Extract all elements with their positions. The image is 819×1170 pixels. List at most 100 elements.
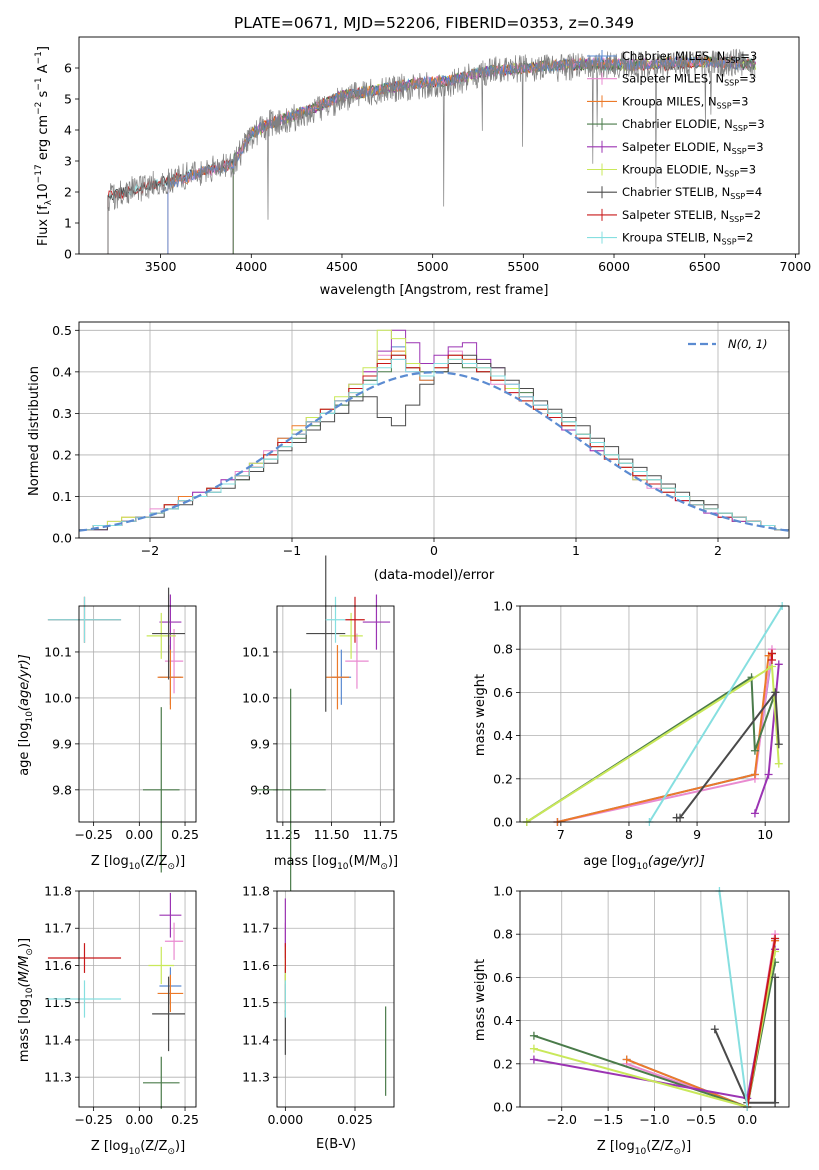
p5-ylabel: mass weight <box>473 674 488 756</box>
p8-xtick-label: −2.0 <box>547 1112 577 1127</box>
p3-frame <box>78 605 197 823</box>
p5-xtick-label: 8 <box>625 827 633 842</box>
legend-entry: Kroupa STELIB, NSSP=2 <box>622 231 753 247</box>
p3-xtick-label: 0.00 <box>125 827 153 842</box>
spectrum-ytick-label: 0 <box>64 247 72 262</box>
legend-entry: Kroupa ELODIE, NSSP=3 <box>622 163 756 179</box>
p5-xlabel: age [log10(age/yr)] <box>583 854 705 872</box>
spectrum-xlabel: wavelength [Angstrom, rest frame] <box>320 283 549 298</box>
p5-frame <box>519 605 790 823</box>
spectrum-xtick-label: 4500 <box>326 259 358 274</box>
p8-weight-marker <box>771 973 780 982</box>
p4-xtick-label: 11.75 <box>362 827 398 842</box>
p8-weight-line <box>746 938 777 1108</box>
p4-xtick-label: 11.25 <box>265 827 301 842</box>
p8-weight-marker <box>710 1025 719 1034</box>
p8-xtick-label: −0.5 <box>686 1112 716 1127</box>
age-mass-panel: 11.25 11.50 11.759.89.910.010.1 <box>242 555 398 891</box>
p4-ytick-label: 10.1 <box>242 644 270 659</box>
p5-ytick-label: 0.8 <box>493 642 513 657</box>
histogram-xtick-label: 2 <box>714 543 722 558</box>
mass-metallicity-panel: −0.25 0.00 0.25 11.3 11.4 11.5 11.6 11.7 11.8 <box>44 884 199 1128</box>
spectrum-xtick-label: 3500 <box>145 259 177 274</box>
p3-ytick-label: 10.1 <box>44 644 72 659</box>
p6-ytick-label: 11.6 <box>44 958 72 973</box>
p8-weight-marker <box>529 1031 538 1040</box>
p3-ytick-label: 10.0 <box>44 690 72 705</box>
histogram-ytick-label: 0.1 <box>52 489 72 504</box>
p8-weight-marker <box>529 1044 538 1053</box>
p6-ytick-label: 11.7 <box>44 921 72 936</box>
p3-ytick-label: 9.8 <box>52 782 72 797</box>
p8-weight-marker <box>622 1055 631 1064</box>
p6-xtick-label: 0.00 <box>125 1112 153 1127</box>
histogram-ytick-label: 0.4 <box>52 364 72 379</box>
p4-frame <box>276 605 395 823</box>
histogram-ytick-label: 0.0 <box>52 531 72 546</box>
legend-entry: Kroupa MILES, NSSP=3 <box>622 94 748 110</box>
histogram-frame <box>78 321 790 539</box>
p6-ytick-label: 11.4 <box>44 1032 72 1047</box>
p7-xlabel: E(B-V) <box>316 1137 356 1152</box>
p8-weight-line <box>713 977 777 1104</box>
spectrum-ytick-label: 1 <box>64 216 72 231</box>
p6-ytick-label: 11.8 <box>44 884 72 899</box>
p8-ytick-label: 0.0 <box>493 1100 513 1115</box>
p5-weight-marker <box>774 740 783 749</box>
p6-xtick-label: −0.25 <box>74 1112 112 1127</box>
histogram-ytick-label: 0.5 <box>52 323 72 338</box>
legend-entry: Salpeter ELODIE, NSSP=3 <box>622 140 764 156</box>
spectrum-series-line <box>232 54 756 254</box>
mass-ebv-panel: 0.000 0.025 11.3 11.4 11.5 11.6 11.7 11.8 <box>242 884 395 1127</box>
p7-ytick-label: 11.4 <box>242 1032 270 1047</box>
spectrum-ytick-label: 6 <box>64 61 72 76</box>
figure-title: PLATE=0671, MJD=52206, FIBERID=0353, z=0… <box>234 14 634 32</box>
p5-ytick-label: 0.6 <box>493 685 513 700</box>
legend-entry: Chabrier MILES, NSSP=3 <box>622 49 757 65</box>
p8-xtick-label: −1.0 <box>639 1112 669 1127</box>
p3-ytick-label: 9.9 <box>52 736 72 751</box>
p4-ytick-label: 10.0 <box>242 690 270 705</box>
p7-frame <box>276 890 395 1108</box>
p5-ytick-label: 0.0 <box>493 815 513 830</box>
p7-ytick-label: 11.5 <box>242 995 270 1010</box>
p6-ytick-label: 11.3 <box>44 1070 72 1085</box>
p8-weight-marker <box>771 934 780 943</box>
histogram-xtick-label: −1 <box>283 543 301 558</box>
p5-weight-marker <box>774 759 783 768</box>
p3-ylabel: age [log10(age/yr)] <box>17 654 35 776</box>
histogram-xtick-label: 1 <box>572 543 580 558</box>
p5-weight-marker <box>774 660 783 669</box>
p3-xtick-label: −0.25 <box>74 827 112 842</box>
p8-ylabel: mass weight <box>473 959 488 1041</box>
p7-ytick-label: 11.7 <box>242 921 270 936</box>
p8-ytick-label: 0.6 <box>493 970 513 985</box>
weight-metallicity-panel: −2.0 −1.5 −1.0 −0.5 0.0 0.0 0.2 0.4 0.6 0.8 1.0 <box>493 884 790 1127</box>
p5-weight-marker <box>750 770 759 779</box>
histogram-ytick-label: 0.2 <box>52 447 72 462</box>
histogram-panel: −2 −1 0 1 2 0.0 0.1 0.2 0.3 0.4 0.5 N(0, 1) <box>52 321 790 558</box>
histogram-step-line <box>79 358 789 531</box>
p5-weight-line <box>648 605 784 823</box>
spectrum-panel: 3500 4000 4500 5000 5500 6000 6500 7000 0 1 2 3 4 5 6 <box>64 36 811 274</box>
p3-xlabel: Z [log10(Z/Z⊙)] <box>91 854 185 872</box>
spectrum-xtick-label: 6000 <box>598 259 630 274</box>
spectrum-ylabel: Flux [fλ10−17 erg cm−2 s−1 A−1] <box>34 46 54 246</box>
p5-weight-marker <box>750 809 759 818</box>
spectrum-frame <box>78 36 800 255</box>
p8-xlabel: Z [log10(Z/Z⊙)] <box>597 1139 691 1157</box>
p7-ytick-label: 11.6 <box>242 958 270 973</box>
histogram-xtick-label: 0 <box>430 543 438 558</box>
p5-xtick-label: 7 <box>557 827 565 842</box>
p3-xtick-label: 0.25 <box>171 827 199 842</box>
spectrum-ytick-label: 2 <box>64 185 72 200</box>
legend-entry: Chabrier ELODIE, NSSP=3 <box>622 117 765 133</box>
p4-xlabel: mass [log10(M/M⊙)] <box>274 854 398 872</box>
p6-ytick-label: 11.5 <box>44 995 72 1010</box>
p5-weight-marker <box>771 688 780 697</box>
p8-xtick-label: 0.0 <box>737 1112 757 1127</box>
p5-weight-marker <box>767 656 776 664</box>
p8-weight-line <box>718 890 749 1108</box>
weight-age-panel: 7 8 9 10 0.0 0.2 0.4 0.6 0.8 1.0 <box>493 599 790 842</box>
